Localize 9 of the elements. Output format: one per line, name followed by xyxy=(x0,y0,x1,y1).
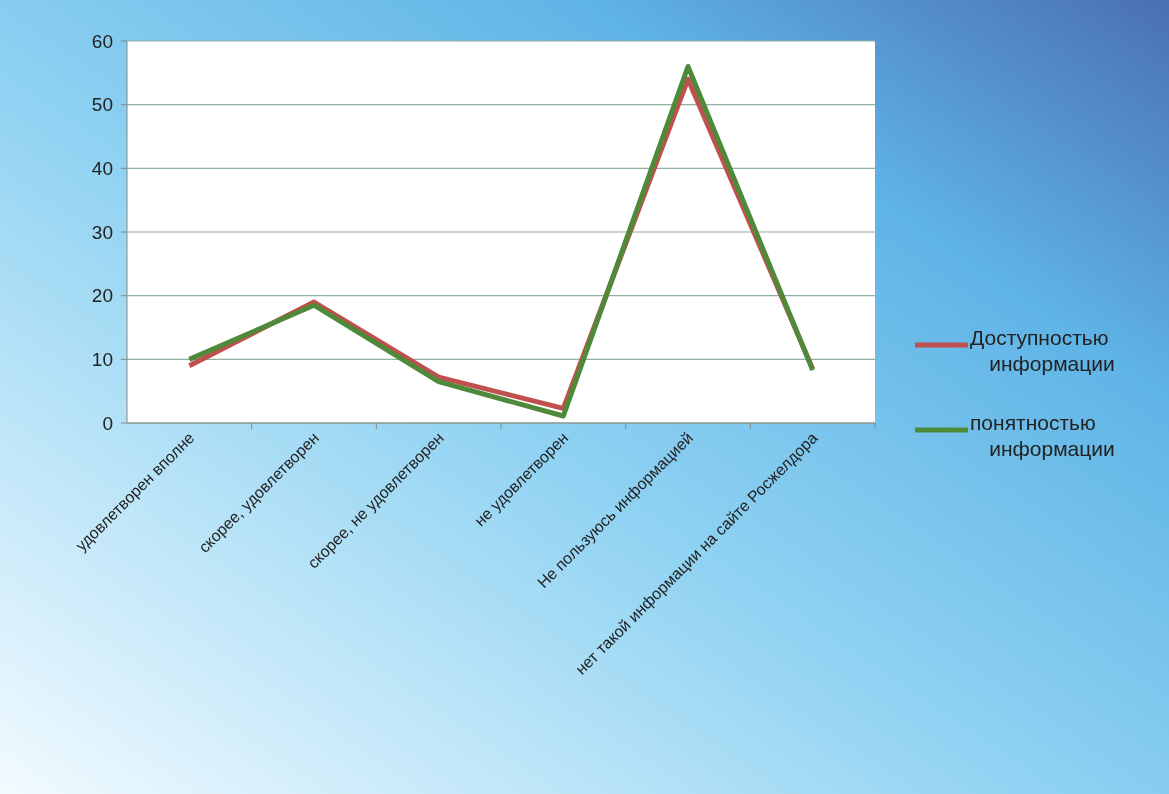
legend-label: понятностью информации xyxy=(970,411,1115,460)
y-tick-label: 60 xyxy=(91,30,113,52)
y-tick-label: 40 xyxy=(91,157,113,179)
y-tick-label: 30 xyxy=(91,221,113,243)
y-tick-label: 0 xyxy=(102,412,113,434)
y-tick-label: 10 xyxy=(91,348,113,370)
legend-label: Доступностью информации xyxy=(970,326,1115,375)
y-tick-label: 50 xyxy=(91,94,113,116)
y-tick-label: 20 xyxy=(91,285,113,307)
